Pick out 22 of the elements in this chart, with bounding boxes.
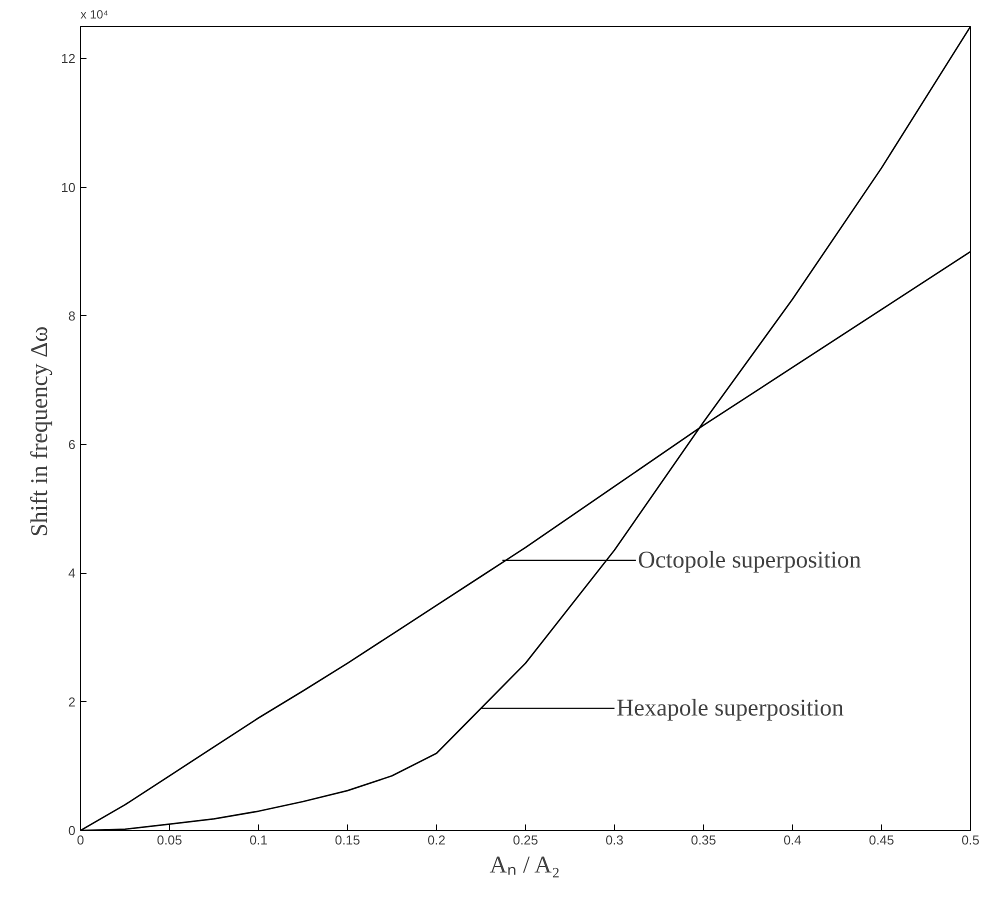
x-tick-label: 0.45	[868, 832, 894, 848]
y-tick-label: 10	[61, 180, 76, 195]
x-tick-label: 0.35	[690, 832, 716, 848]
y-tick-label: 0	[68, 823, 76, 838]
x-tick-label: 0.15	[334, 832, 360, 848]
x-tick-label: 0.2	[427, 832, 446, 848]
y-tick-label: 6	[68, 437, 76, 452]
y-tick-label: 2	[68, 694, 76, 710]
y-tick-label: 4	[68, 566, 76, 581]
annotation: Octopole superposition	[638, 547, 862, 574]
x-tick-label: 0.4	[783, 832, 802, 848]
text: x 10⁴	[80, 8, 108, 22]
x-tick-label: 0.5	[961, 832, 980, 848]
x-tick-label: 0.25	[512, 832, 538, 848]
y-tick-label: 12	[61, 51, 76, 66]
annotation: Hexapole superposition	[616, 695, 844, 722]
y-tick-label: 8	[68, 308, 76, 324]
x-tick-label: 0.1	[249, 832, 268, 848]
x-tick-label: 0.3	[605, 832, 624, 848]
x-tick-label: 0.05	[156, 832, 182, 848]
x-axis-title: Aₙ / A₂	[490, 852, 560, 878]
y-axis-title: Shift in frequency Δω	[27, 326, 54, 537]
